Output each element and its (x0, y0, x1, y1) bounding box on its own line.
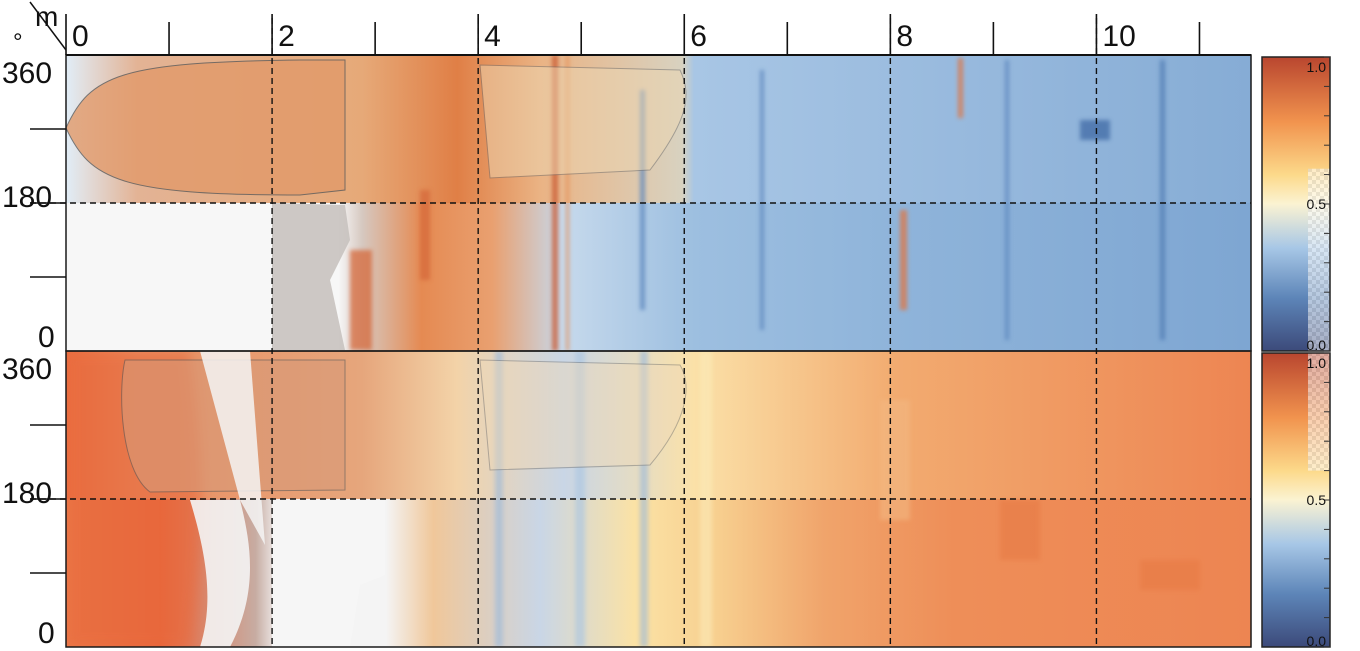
top-white-region (66, 203, 282, 351)
y-tick-label: 360 (2, 353, 52, 386)
y-tick-label: 0 (38, 321, 55, 354)
colorbar-tick-label: 0.5 (1307, 196, 1327, 212)
top-gray-region (272, 203, 350, 350)
bottom-white-wedge (200, 351, 265, 545)
dashed-reference-lines (30, 18, 1251, 647)
colorbar-tick-label: 0.0 (1307, 337, 1327, 353)
bottom-white-region (190, 500, 250, 647)
x-axis-ticks: 0 2 4 6 8 10 (65, 14, 1201, 55)
colorbar-tick-label: 1.0 (1307, 59, 1327, 75)
colorbar-transparency-strip (1308, 168, 1330, 351)
x-tick-label: 8 (896, 20, 913, 53)
colorbars: 0.0 0.5 1.0 0.0 0.5 1.0 (1261, 56, 1331, 649)
x-unit-label: m (35, 1, 58, 32)
y-tick-label: 180 (2, 477, 52, 510)
top-outline-shape (66, 59, 346, 196)
x-tick-label: 6 (690, 20, 707, 53)
bottom-white-region-2 (272, 500, 385, 647)
y-tick-label: 180 (2, 181, 52, 214)
colorbar-tick-label: 0.0 (1307, 633, 1327, 649)
y-tick-label: 0 (38, 617, 55, 650)
axis-corner-divider (29, 1, 67, 51)
x-tick-label: 2 (278, 20, 295, 53)
x-tick-label: 0 (72, 20, 89, 53)
bottom-outline-shape-2 (479, 359, 687, 471)
x-tick-label: 4 (484, 20, 501, 53)
colorbar-tick-label: 0.5 (1307, 492, 1327, 508)
x-tick-label: 10 (1102, 20, 1135, 53)
y-unit-label: ° (13, 29, 23, 56)
y-tick-label: 360 (2, 57, 52, 90)
colorbar-tick-label: 1.0 (1307, 355, 1327, 371)
top-outline-shape-2 (479, 64, 687, 179)
